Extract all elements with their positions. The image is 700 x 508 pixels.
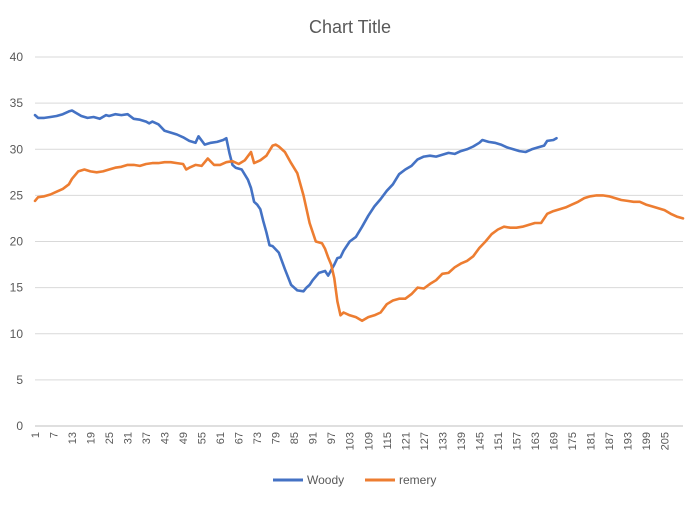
legend-label: Woody <box>307 473 344 487</box>
y-tick-label: 35 <box>10 96 24 110</box>
x-tick-label: 121 <box>400 432 412 450</box>
series-line-remery <box>33 143 685 323</box>
x-tick-label: 103 <box>345 432 357 450</box>
series-line-woody <box>33 109 558 293</box>
x-tick-label: 205 <box>659 432 671 450</box>
x-tick-label: 145 <box>474 432 486 450</box>
y-tick-label: 15 <box>10 281 24 295</box>
y-tick-label: 25 <box>10 188 24 202</box>
x-tick-label: 187 <box>604 432 616 450</box>
x-tick-label: 97 <box>326 432 338 444</box>
legend: Woody remery <box>273 473 436 487</box>
y-tick-label: 10 <box>10 327 24 341</box>
x-tick-label: 13 <box>67 432 79 444</box>
gridlines <box>35 56 683 427</box>
x-tick-label: 67 <box>234 432 246 444</box>
x-tick-label: 109 <box>363 432 375 450</box>
x-tick-label: 151 <box>493 432 505 450</box>
chart-title: Chart Title <box>309 17 391 37</box>
legend-label: remery <box>399 473 436 487</box>
x-tick-label: 181 <box>585 432 597 450</box>
x-tick-label: 193 <box>622 432 634 450</box>
y-axis-ticks: 0 5 10 15 20 25 30 35 40 <box>10 50 24 433</box>
x-tick-label: 55 <box>197 432 209 444</box>
x-tick-label: 37 <box>141 432 153 444</box>
x-tick-label: 19 <box>86 432 98 444</box>
x-tick-label: 43 <box>160 432 172 444</box>
x-tick-label: 31 <box>123 432 135 444</box>
y-tick-label: 0 <box>16 419 23 433</box>
x-tick-label: 85 <box>289 432 301 444</box>
x-tick-label: 49 <box>178 432 190 444</box>
legend-item-woody: Woody <box>273 473 344 487</box>
x-tick-label: 1 <box>30 432 42 438</box>
x-tick-label: 163 <box>530 432 542 450</box>
x-tick-label: 157 <box>511 432 523 450</box>
x-axis-ticks: 1 7 13 19 25 31 37 43 49 55 61 67 73 79 85 91 97 103 109 11… <box>30 432 671 450</box>
x-tick-label: 115 <box>382 432 394 450</box>
y-tick-label: 5 <box>16 373 23 387</box>
legend-item-remery: remery <box>365 473 436 487</box>
x-tick-label: 91 <box>308 432 320 444</box>
x-tick-label: 127 <box>419 432 431 450</box>
x-tick-label: 25 <box>104 432 116 444</box>
x-tick-label: 73 <box>252 432 264 444</box>
x-tick-label: 61 <box>215 432 227 444</box>
x-tick-label: 175 <box>567 432 579 450</box>
x-tick-label: 7 <box>49 432 61 438</box>
x-tick-label: 169 <box>548 432 560 450</box>
y-tick-label: 20 <box>10 235 24 249</box>
y-tick-label: 40 <box>10 50 24 64</box>
y-tick-label: 30 <box>10 142 24 156</box>
x-tick-label: 133 <box>437 432 449 450</box>
series-lines <box>33 109 685 323</box>
x-tick-label: 199 <box>641 432 653 450</box>
x-tick-label: 139 <box>456 432 468 450</box>
x-tick-label: 79 <box>271 432 283 444</box>
